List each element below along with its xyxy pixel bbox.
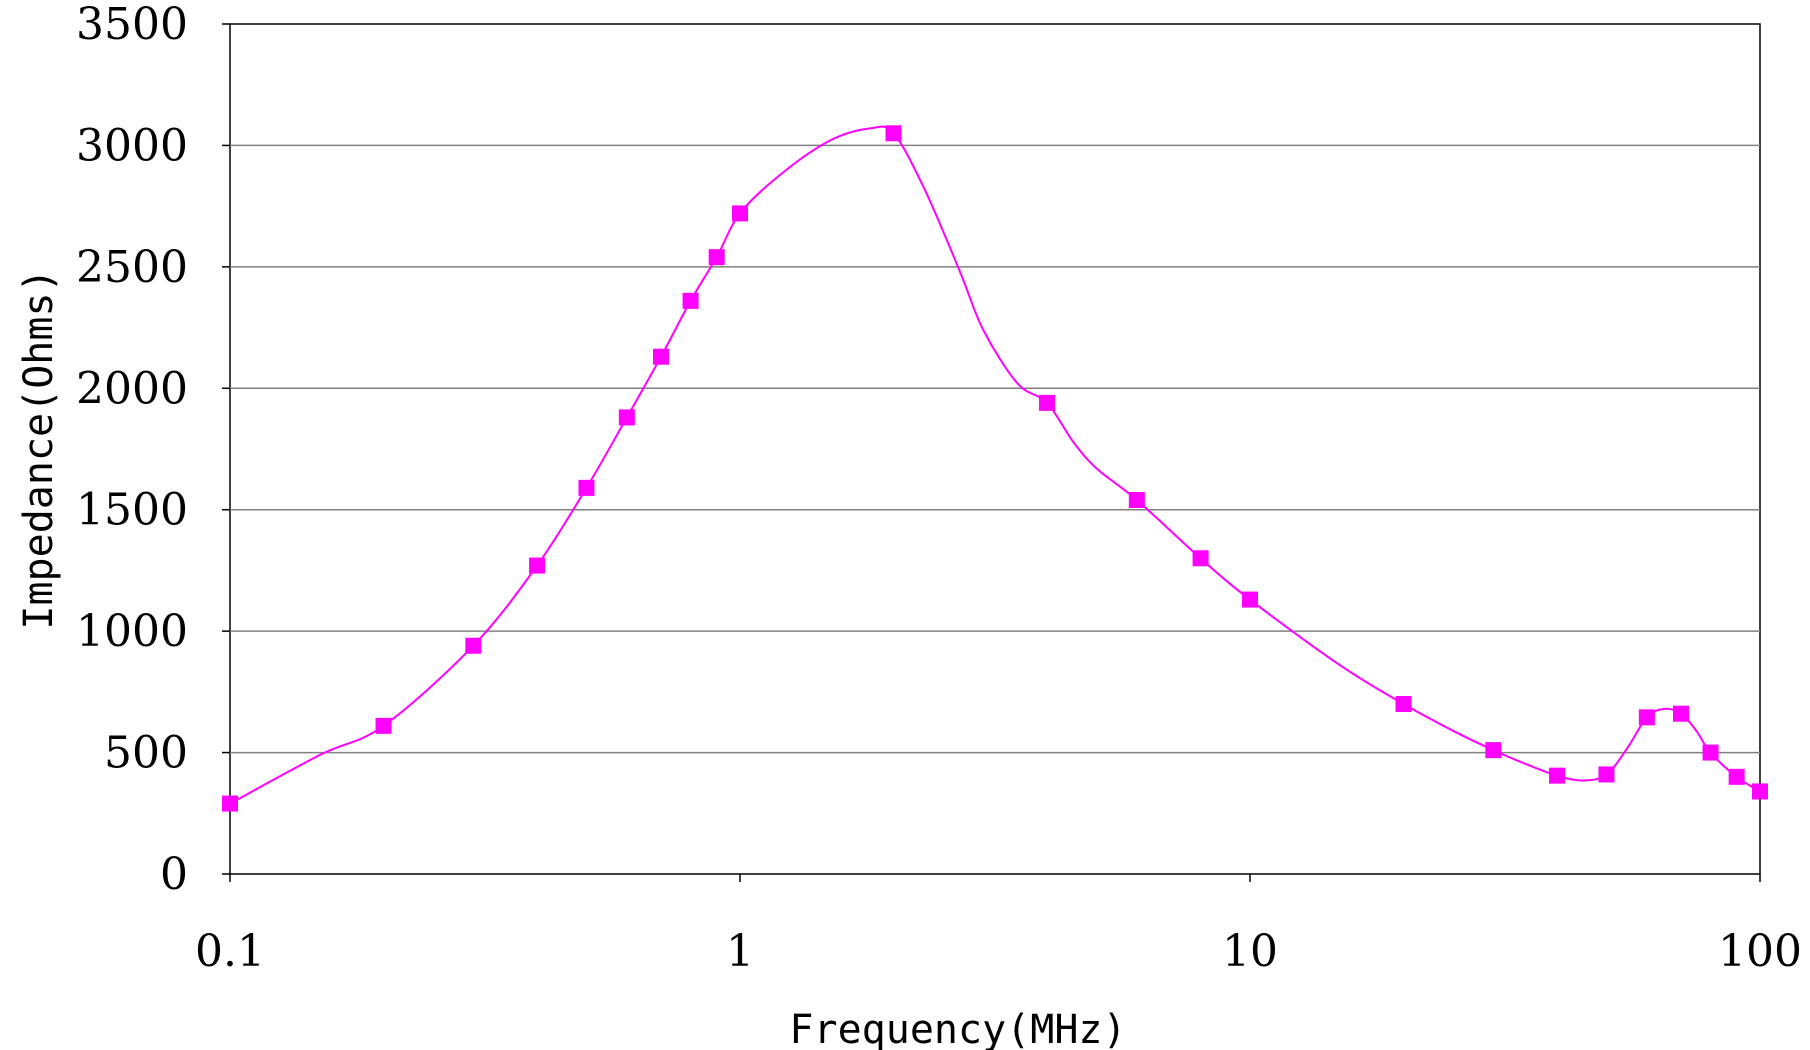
data-point-marker (732, 205, 748, 222)
y-tick-label: 1000 (76, 606, 188, 657)
y-tick-label: 3000 (76, 120, 188, 171)
grid-lines (222, 23, 1761, 882)
x-tick-label: 100 (1718, 926, 1802, 977)
data-point-marker (529, 557, 546, 574)
data-point-marker (1702, 744, 1719, 761)
data-point-marker (1128, 492, 1145, 508)
data-point-marker (1039, 394, 1056, 411)
impedance-curve (229, 125, 1761, 805)
data-point-marker (1485, 742, 1502, 759)
plot-area (229, 23, 1761, 875)
data-point-marker (1752, 783, 1768, 800)
data-point-marker (222, 795, 238, 812)
y-tick-label: 3500 (76, 0, 188, 50)
y-tick-labels: 0 500 1000 1500 2000 2500 3000 3500 (76, 0, 188, 900)
data-point-marker (1192, 550, 1209, 567)
data-point-marker (1598, 766, 1615, 783)
data-point-marker (578, 479, 595, 496)
data-point-marker (708, 249, 725, 266)
x-tick-labels: 0.1 1 10 100 (195, 926, 1802, 977)
x-axis-title: Frequency(MHz) (789, 1007, 1126, 1050)
y-tick-label: 500 (104, 728, 188, 779)
x-tick-label: 0.1 (195, 926, 265, 977)
data-point-marker (885, 125, 902, 142)
data-point-marker (682, 292, 699, 309)
data-point-marker (1638, 709, 1655, 726)
data-point-marker (1728, 768, 1745, 785)
x-tick-label: 10 (1222, 926, 1278, 977)
y-axis-title: Impedance(Ohms) (16, 268, 62, 629)
data-point-marker (375, 717, 392, 734)
data-point-marker (1549, 767, 1566, 784)
data-point-marker (1395, 696, 1412, 712)
data-point-marker (653, 348, 669, 365)
y-tick-label: 2500 (76, 242, 188, 293)
data-point-marker (1673, 705, 1689, 722)
data-markers (222, 125, 1768, 812)
y-tick-label: 2000 (76, 363, 188, 414)
y-tick-label: 1500 (76, 485, 188, 536)
data-point-marker (465, 637, 482, 654)
data-point-marker (1242, 591, 1258, 608)
x-tick-label: 1 (726, 926, 754, 977)
data-point-marker (618, 409, 635, 426)
y-tick-label: 0 (160, 849, 188, 900)
